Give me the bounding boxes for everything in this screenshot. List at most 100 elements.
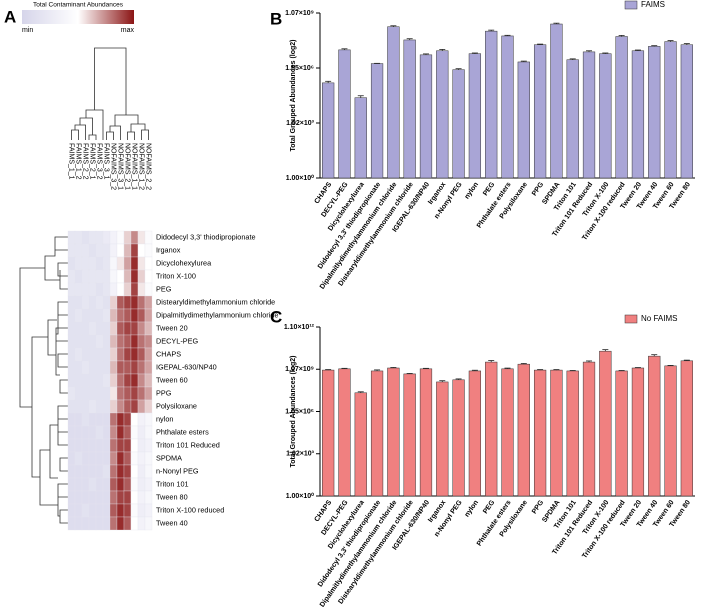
bar bbox=[550, 23, 563, 179]
x-tick-label: nylon bbox=[464, 499, 480, 518]
heatmap-cell bbox=[144, 243, 153, 258]
error-bar bbox=[422, 53, 429, 55]
heatmap-cell bbox=[74, 399, 83, 414]
heatmap-cell bbox=[67, 490, 76, 505]
heatmap-cell bbox=[116, 438, 125, 453]
bar bbox=[501, 368, 514, 497]
heatmap-cell bbox=[109, 477, 118, 492]
heatmap-cell bbox=[95, 321, 104, 336]
heatmap-cell bbox=[123, 256, 132, 271]
heatmap-cell bbox=[123, 477, 132, 492]
heatmap-cell bbox=[67, 243, 76, 258]
row-label: Dicyclohexylurea bbox=[156, 258, 212, 267]
legend-swatch bbox=[624, 314, 638, 324]
heatmap-cell bbox=[95, 373, 104, 388]
heatmap-cell bbox=[81, 412, 90, 427]
heatmap-cell bbox=[116, 269, 125, 284]
row-label: PEG bbox=[156, 284, 172, 293]
heatmap-cell bbox=[88, 399, 97, 414]
heatmap-cell bbox=[116, 308, 125, 323]
heatmap-cell bbox=[109, 308, 118, 323]
heatmap-cell bbox=[109, 503, 118, 518]
x-tick-label: Dipalmitlydimethylammonium chloride bbox=[319, 499, 399, 607]
heatmap-cell bbox=[102, 256, 111, 271]
column-label: FAIMS_3_1 bbox=[103, 143, 110, 180]
y-axis-title: Total Grouped Abundances (log2) bbox=[290, 356, 297, 468]
heatmap-cell bbox=[109, 256, 118, 271]
error-bar bbox=[586, 360, 593, 363]
heatmap-cell bbox=[102, 269, 111, 284]
heatmap-cell bbox=[74, 347, 83, 362]
heatmap-cell bbox=[74, 269, 83, 284]
heatmap-cell bbox=[109, 412, 118, 427]
heatmap-cell bbox=[102, 360, 111, 375]
heatmap-cell bbox=[109, 334, 118, 349]
heatmap-cell bbox=[67, 321, 76, 336]
heatmap-cell bbox=[74, 360, 83, 375]
heatmap-cell bbox=[81, 269, 90, 284]
heatmap-cell bbox=[137, 256, 146, 271]
heatmap-cell bbox=[74, 308, 83, 323]
error-bar bbox=[357, 95, 364, 98]
heatmap-cell bbox=[95, 230, 104, 245]
row-label: Irganox bbox=[156, 245, 181, 254]
heatmap-cell bbox=[74, 373, 83, 388]
error-bar bbox=[390, 367, 397, 368]
error-bar bbox=[634, 49, 641, 51]
heatmap-cell bbox=[102, 464, 111, 479]
heatmap-cell bbox=[144, 295, 153, 310]
row-label: Tween 20 bbox=[156, 323, 188, 332]
heatmap-cell bbox=[95, 334, 104, 349]
bar bbox=[615, 36, 628, 179]
row-label: nylon bbox=[156, 414, 173, 423]
bar bbox=[370, 370, 384, 497]
bar bbox=[322, 369, 335, 497]
bar bbox=[338, 368, 351, 497]
bar bbox=[354, 97, 367, 179]
bar bbox=[599, 53, 612, 179]
row-label: Tween 80 bbox=[156, 492, 188, 501]
bar bbox=[533, 44, 547, 179]
y-tick-label: 1.07×10⁹ bbox=[285, 10, 314, 17]
heatmap-cell bbox=[81, 464, 90, 479]
heatmap-cell bbox=[74, 490, 83, 505]
heatmap-cell bbox=[74, 321, 83, 336]
heatmap-cell bbox=[95, 308, 104, 323]
heatmap-cell bbox=[67, 464, 76, 479]
heatmap-cell bbox=[137, 516, 146, 531]
legend-label: FAIMS bbox=[641, 0, 665, 9]
heatmap-cell bbox=[88, 386, 97, 401]
error-bar bbox=[488, 360, 495, 363]
heatmap-cell bbox=[81, 295, 90, 310]
bar bbox=[631, 367, 645, 497]
heatmap-cell bbox=[88, 438, 97, 453]
heatmap-cell bbox=[74, 503, 83, 518]
heatmap-cell bbox=[123, 438, 132, 453]
heatmap-cell bbox=[109, 451, 118, 466]
heatmap-cell bbox=[137, 243, 146, 258]
heatmap-cell bbox=[102, 425, 111, 440]
heatmap-cell bbox=[137, 503, 146, 518]
error-bar bbox=[455, 68, 462, 70]
heatmap-cell bbox=[88, 243, 97, 258]
heatmap-cell bbox=[144, 334, 153, 349]
heatmap-cell bbox=[144, 347, 153, 362]
bar bbox=[550, 369, 563, 497]
heatmap-cell bbox=[123, 243, 132, 258]
heatmap-cell bbox=[102, 334, 111, 349]
heatmap-cell bbox=[67, 269, 76, 284]
heatmap-cell bbox=[102, 399, 111, 414]
heatmap-cell bbox=[123, 334, 132, 349]
bar bbox=[419, 54, 433, 179]
heatmap-cell bbox=[116, 321, 125, 336]
heatmap-cell bbox=[137, 308, 146, 323]
heatmap-cell bbox=[109, 516, 118, 531]
bar bbox=[664, 41, 677, 179]
column-label: NOFAIMS_2_1 bbox=[124, 143, 131, 190]
heatmap-cell bbox=[123, 464, 132, 479]
heatmap-cell bbox=[116, 464, 125, 479]
heatmap-cell bbox=[81, 490, 90, 505]
heatmap-cell bbox=[109, 243, 118, 258]
heatmap-cell bbox=[109, 360, 118, 375]
heatmap-cell bbox=[123, 308, 132, 323]
